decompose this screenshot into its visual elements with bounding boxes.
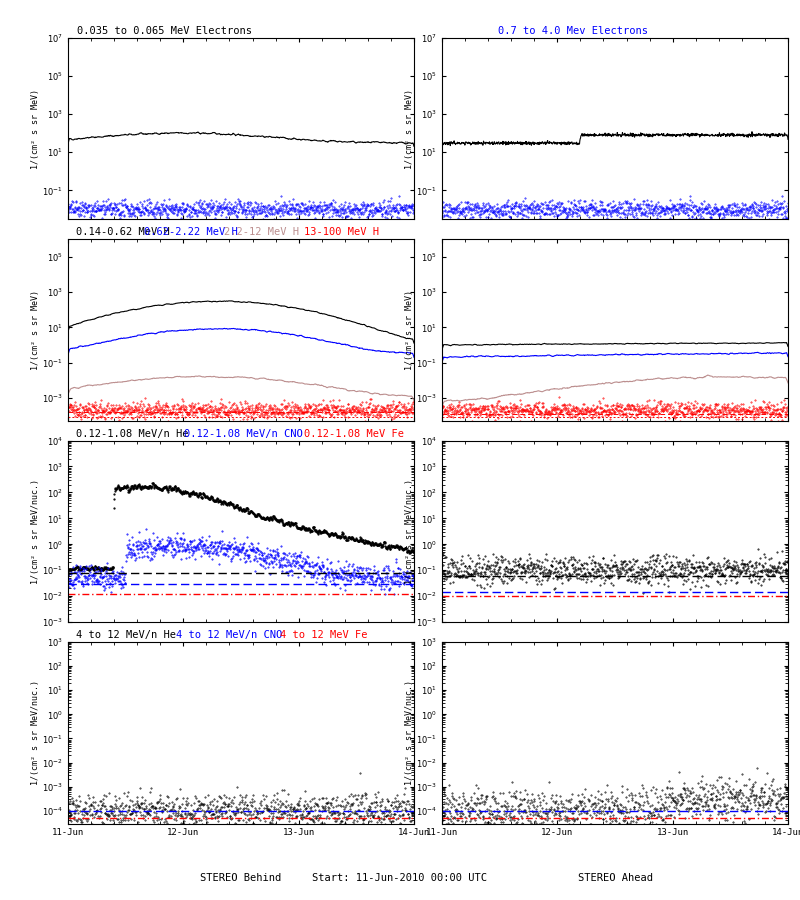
Text: 4 to 12 MeV/n He: 4 to 12 MeV/n He	[76, 630, 176, 640]
Y-axis label: 1/(cm² s sr MeV/nuc.): 1/(cm² s sr MeV/nuc.)	[405, 680, 414, 785]
Text: STEREO Behind: STEREO Behind	[200, 873, 282, 883]
Y-axis label: 1/(cm² s sr MeV): 1/(cm² s sr MeV)	[31, 290, 40, 370]
Text: 0.035 to 0.065 MeV Electrons: 0.035 to 0.065 MeV Electrons	[78, 26, 252, 36]
Text: 0.12-1.08 MeV/n He: 0.12-1.08 MeV/n He	[76, 428, 189, 438]
Text: STEREO Ahead: STEREO Ahead	[578, 873, 653, 883]
Text: 0.12-1.08 MeV/n CNO: 0.12-1.08 MeV/n CNO	[184, 428, 302, 438]
Y-axis label: 1/(cm² s sr MeV): 1/(cm² s sr MeV)	[31, 88, 40, 168]
Text: 13-100 MeV H: 13-100 MeV H	[304, 228, 379, 238]
Text: Start: 11-Jun-2010 00:00 UTC: Start: 11-Jun-2010 00:00 UTC	[313, 873, 487, 883]
Y-axis label: 1/(cm² s sr MeV/nuc.): 1/(cm² s sr MeV/nuc.)	[405, 479, 414, 584]
Text: 0.14-0.62 MeV H: 0.14-0.62 MeV H	[76, 228, 170, 238]
Y-axis label: 1/(cm² s sr MeV): 1/(cm² s sr MeV)	[406, 88, 414, 168]
Y-axis label: 1/(cm² s sr MeV): 1/(cm² s sr MeV)	[405, 290, 414, 370]
Y-axis label: 1/(cm² s sr MeV/nuc.): 1/(cm² s sr MeV/nuc.)	[31, 479, 40, 584]
Text: 0.12-1.08 MeV Fe: 0.12-1.08 MeV Fe	[304, 428, 404, 438]
Text: 2.2-12 MeV H: 2.2-12 MeV H	[224, 228, 299, 238]
Text: 4 to 12 MeV/n CNO: 4 to 12 MeV/n CNO	[176, 630, 282, 640]
Text: 0.7 to 4.0 Mev Electrons: 0.7 to 4.0 Mev Electrons	[498, 26, 649, 36]
Y-axis label: 1/(cm² s sr MeV/nuc.): 1/(cm² s sr MeV/nuc.)	[31, 680, 40, 785]
Text: 4 to 12 MeV Fe: 4 to 12 MeV Fe	[280, 630, 367, 640]
Text: 0.62-2.22 MeV H: 0.62-2.22 MeV H	[144, 228, 238, 238]
